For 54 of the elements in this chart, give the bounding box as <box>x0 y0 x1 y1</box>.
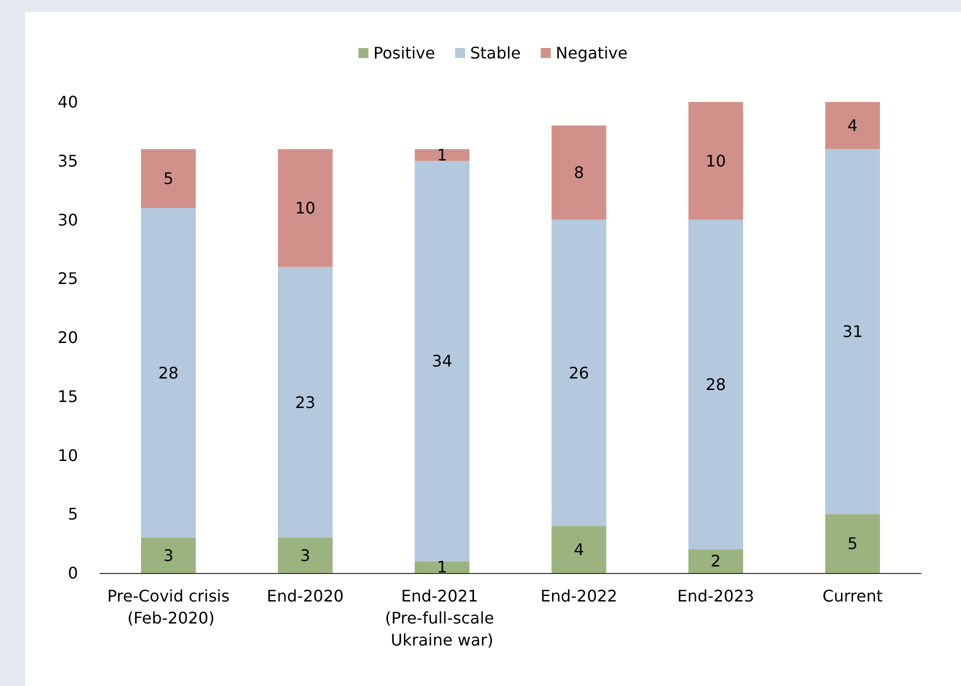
data-label: 1 <box>436 558 448 577</box>
bar <box>414 561 470 573</box>
bar <box>141 208 196 538</box>
y-tick-label: 40 <box>58 92 78 112</box>
data-label: 5 <box>163 169 174 188</box>
bar <box>825 149 880 514</box>
y-tick-label: 30 <box>58 210 78 230</box>
bar <box>414 160 470 562</box>
y-tick-label: 0 <box>68 564 78 582</box>
y-tick-label: 10 <box>58 446 78 465</box>
data-label: 28 <box>706 375 726 394</box>
data-label: 10 <box>295 198 316 218</box>
data-label: 10 <box>706 151 726 170</box>
y-tick-label: 25 <box>58 269 78 288</box>
legend-label: Stable <box>470 44 521 62</box>
bar <box>278 538 333 573</box>
data-label: 31 <box>842 322 863 342</box>
data-label: 8 <box>574 163 584 182</box>
bar <box>688 549 744 573</box>
data-label: 4 <box>847 116 858 136</box>
bar <box>552 220 606 526</box>
data-label: 26 <box>568 363 590 382</box>
x-tick-label: End-2023 <box>677 586 754 606</box>
data-label: 3 <box>163 546 174 565</box>
x-tick-label: End-2020 <box>266 586 344 606</box>
bar <box>278 149 333 267</box>
bar <box>141 149 196 208</box>
bar <box>552 126 606 220</box>
y-tick-label: 15 <box>58 386 78 406</box>
bar <box>825 102 880 150</box>
bar <box>688 220 744 550</box>
data-label: 23 <box>295 392 316 412</box>
data-label: 5 <box>847 534 858 554</box>
bar <box>141 538 196 573</box>
x-tick-label: End-2022 <box>540 586 618 606</box>
y-tick-label: 35 <box>58 151 78 170</box>
y-tick-label: 5 <box>68 504 78 524</box>
data-label: 1 <box>436 145 448 164</box>
bar <box>688 102 744 220</box>
data-label: 4 <box>574 540 584 559</box>
data-label: 2 <box>710 552 721 571</box>
bar <box>278 266 333 538</box>
bar <box>414 149 470 161</box>
x-tick-label: Current <box>822 586 883 606</box>
bar <box>825 514 880 573</box>
x-tick-label: Pre-Covid crisis (Feb-2020) <box>107 586 230 628</box>
legend-label: Positive <box>373 44 436 62</box>
data-label: 3 <box>300 546 310 565</box>
data-label: 34 <box>432 352 452 371</box>
data-label: 28 <box>158 363 179 382</box>
bar <box>552 526 606 573</box>
x-tick-label: End-2021 (Pre-full-scale Ukraine war) <box>384 586 500 650</box>
y-tick-label: 20 <box>58 328 78 347</box>
legend-label: Negative <box>556 44 628 62</box>
